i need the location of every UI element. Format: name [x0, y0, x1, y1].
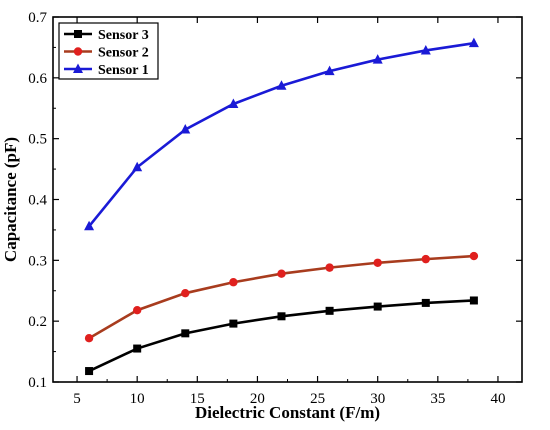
legend-label: Sensor 3 — [98, 28, 149, 43]
data-point — [324, 65, 335, 76]
legend-swatch-marker — [74, 30, 82, 38]
series-sensor-2 — [84, 251, 479, 343]
data-point — [84, 334, 94, 343]
legend-entry: Sensor 1 — [64, 63, 149, 78]
y-tick-label: 0.3 — [28, 253, 47, 269]
x-tick-label: 20 — [250, 391, 265, 407]
legend-label: Sensor 1 — [98, 63, 149, 78]
data-point — [133, 344, 142, 353]
y-tick-label: 0.2 — [28, 314, 47, 330]
y-tick-label: 0.7 — [28, 10, 47, 26]
data-point — [85, 367, 94, 376]
data-point — [325, 306, 334, 315]
data-point — [132, 306, 142, 315]
legend-entry: Sensor 3 — [64, 28, 149, 43]
x-tick-label: 5 — [73, 391, 81, 407]
legend-swatch-marker — [73, 63, 83, 73]
x-tick-label: 25 — [310, 391, 325, 407]
data-point — [469, 251, 479, 261]
data-point — [421, 298, 430, 307]
x-tick-label: 15 — [190, 391, 205, 407]
data-point — [373, 258, 382, 267]
y-tick-label: 0.6 — [28, 71, 47, 87]
data-point — [372, 54, 383, 64]
data-point — [420, 44, 431, 55]
series-sensor-3 — [85, 296, 478, 376]
data-point — [277, 269, 286, 278]
data-point — [421, 254, 430, 264]
data-point — [277, 312, 286, 321]
data-point — [132, 161, 143, 172]
y-tick-label: 0.1 — [28, 375, 47, 391]
y-tick-label: 0.5 — [28, 132, 47, 148]
legend-label: Sensor 2 — [98, 46, 149, 61]
data-point — [469, 296, 478, 305]
x-tick-label: 35 — [430, 391, 445, 407]
x-tick-label: 30 — [370, 391, 385, 407]
data-point — [468, 37, 479, 48]
data-point — [84, 220, 95, 231]
x-tick-label: 40 — [490, 391, 505, 407]
legend-swatch-marker — [73, 47, 83, 56]
data-point — [228, 98, 239, 108]
y-axis-title: Capacitance (pF) — [1, 137, 20, 262]
x-axis-title: Dielectric Constant (F/m) — [195, 403, 380, 422]
series-line — [88, 299, 474, 373]
x-tick-label: 10 — [130, 391, 145, 407]
data-point — [181, 288, 190, 298]
data-point — [180, 124, 191, 134]
data-point — [373, 302, 382, 311]
data-point — [229, 278, 238, 287]
data-point — [276, 80, 287, 90]
series-sensor-1 — [84, 37, 479, 231]
legend-entry: Sensor 2 — [64, 46, 149, 61]
data-point — [325, 263, 334, 272]
y-tick-label: 0.4 — [28, 193, 47, 209]
data-point — [181, 329, 190, 338]
data-point — [229, 319, 238, 328]
series-line — [88, 254, 474, 340]
